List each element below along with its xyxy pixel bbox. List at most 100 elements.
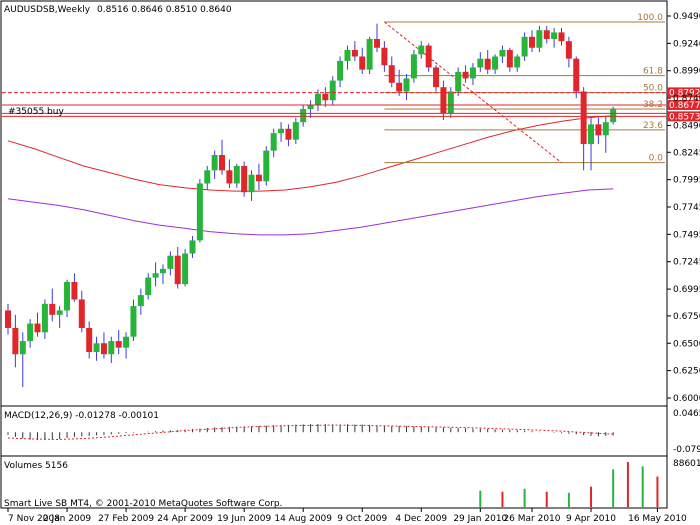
candle-body	[292, 122, 299, 140]
candle-body	[351, 49, 358, 57]
candle-body	[130, 306, 137, 337]
time-tick-label: 9 Oct 2009	[337, 514, 387, 524]
moving-average-slow-line	[7, 188, 614, 236]
candle-body	[359, 56, 366, 70]
candle-body	[174, 255, 181, 285]
price-tick-label: 0.6995	[673, 285, 700, 295]
price-tick-label: 0.6000	[673, 394, 700, 404]
candle-body	[410, 54, 417, 79]
candle-body	[123, 336, 130, 348]
fib-level-label: 50.0	[643, 84, 663, 94]
candle-body	[226, 170, 233, 184]
candle-body	[19, 341, 26, 355]
candle-body	[167, 255, 174, 269]
candle-body	[241, 165, 248, 193]
candle-body	[27, 323, 34, 342]
candle-body	[573, 58, 580, 92]
candle-body	[93, 343, 100, 353]
order-label: #35055 buy	[8, 107, 64, 117]
price-tag-label: 0.8677	[669, 101, 700, 111]
time-tick-label: 9 Apr 2010	[566, 514, 616, 524]
candle-body	[506, 49, 513, 68]
candle-body	[307, 104, 314, 110]
volume-indicator: 88601	[479, 459, 700, 507]
time-tick-label: 19 Jun 2009	[217, 514, 271, 524]
fib-trend-line	[384, 21, 562, 164]
price-tag-bg	[667, 99, 700, 110]
candle-body	[536, 30, 543, 48]
candle-body	[514, 56, 521, 68]
candle-body	[285, 128, 292, 140]
candle-body	[477, 58, 484, 68]
candle-body	[248, 174, 255, 193]
candle-body	[189, 240, 196, 254]
candle-body	[159, 268, 166, 274]
candle-body	[595, 124, 602, 136]
time-tick-label: 7 Nov 2008	[8, 514, 60, 524]
candle-body	[521, 36, 528, 57]
price-tick-label: 0.7745	[673, 203, 700, 213]
candle-body	[219, 155, 226, 171]
chart-header: AUDUSDSB,Weekly 0.8516 0.8646 0.8510 0.8…	[4, 5, 232, 15]
fib-level-label: 61.8	[643, 67, 663, 77]
candle-body	[610, 109, 617, 123]
candle-body	[34, 323, 41, 333]
price-tick-label: 0.7245	[673, 258, 700, 268]
candle-body	[49, 303, 56, 315]
candle-body	[580, 91, 587, 145]
candle-body	[71, 281, 78, 300]
candle-body	[196, 183, 203, 241]
time-tick-label: 27 Feb 2009	[98, 514, 154, 524]
price-tag-label: 0.8573	[669, 112, 700, 122]
volume-tick-label: 88601	[673, 459, 700, 469]
fib-level-label: 100.0	[637, 13, 663, 23]
candle-body	[108, 341, 115, 355]
candle-body	[396, 82, 403, 92]
macd-signal-line	[7, 424, 614, 441]
candle-body	[115, 341, 122, 348]
time-tick-label: 29 Jan 2010	[453, 514, 507, 524]
time-tick-label: 16 May 2010	[628, 514, 687, 524]
fib-level-label: 23.6	[643, 121, 663, 131]
candle-body	[145, 277, 152, 296]
price-tick-label: 0.7995	[673, 176, 700, 186]
time-tick-label: 14 Aug 2009	[274, 514, 332, 524]
candle-body	[381, 47, 388, 66]
candle-body	[528, 36, 535, 48]
candle-body	[433, 67, 440, 88]
candle-body	[455, 71, 462, 92]
time-tick-label: 2 Jan 2009	[43, 514, 91, 524]
ohlc-values: 0.8516 0.8646 0.8510 0.8640	[97, 5, 232, 15]
moving-average-fast-line	[7, 115, 614, 192]
candle-body	[499, 49, 506, 57]
time-tick-label: 4 Dec 2009	[395, 514, 447, 524]
time-tick-label: 24 Apr 2009	[157, 514, 213, 524]
candle-body	[263, 150, 270, 182]
candle-body	[137, 295, 144, 307]
candle-body	[543, 30, 550, 39]
time-tick-label: 26 Mar 2010	[503, 514, 560, 524]
candle-body	[366, 38, 373, 70]
candle-body	[100, 343, 107, 355]
volume-title: Volumes 5156	[4, 461, 68, 471]
candle-body	[329, 80, 336, 101]
candle-body	[64, 281, 71, 311]
candle-body	[462, 71, 469, 79]
candle-body	[12, 327, 19, 355]
candle-body	[322, 93, 329, 101]
candle-body	[469, 67, 476, 79]
candle-body	[492, 56, 499, 70]
candle-body	[588, 124, 595, 145]
candle-body	[565, 41, 572, 59]
candle-body	[204, 170, 211, 184]
candle-body	[233, 165, 240, 184]
candle-body	[314, 93, 321, 105]
macd-tick-label: 0.04657	[673, 409, 700, 419]
